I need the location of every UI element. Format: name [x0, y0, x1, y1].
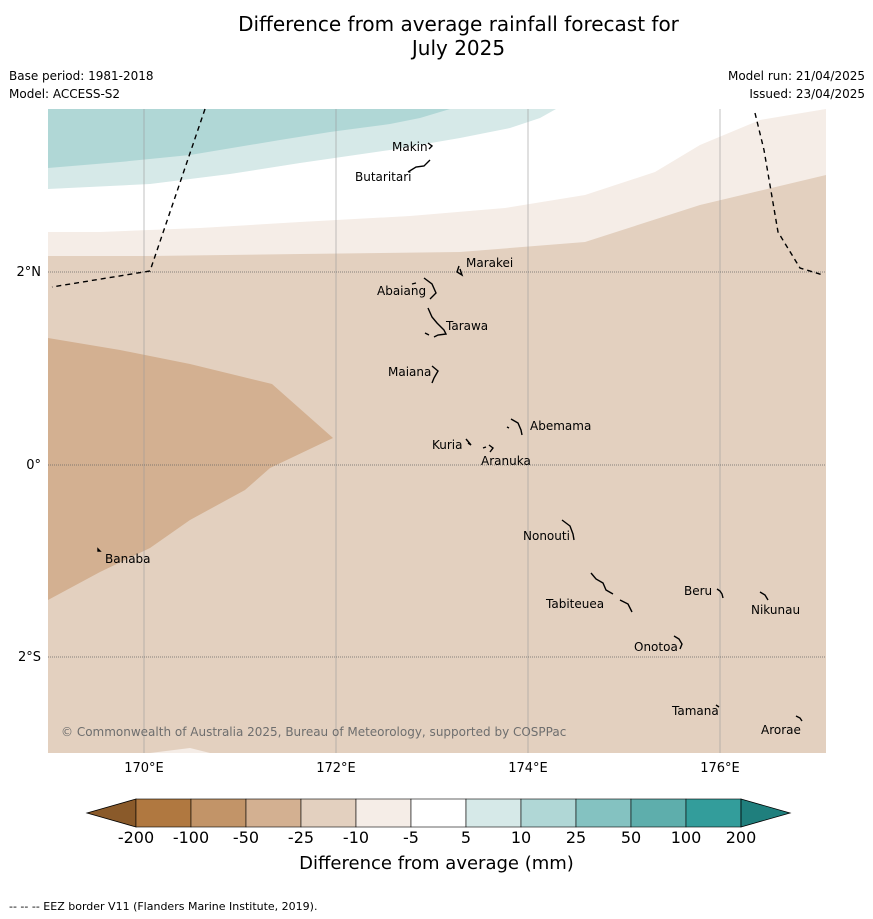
label-kuria: Kuria	[432, 438, 463, 452]
title-line-2: July 2025	[411, 36, 506, 60]
label-banaba: Banaba	[105, 552, 151, 566]
colorbar-tick-label: 10	[510, 828, 532, 847]
lat-tick-2n: 2°N	[17, 265, 42, 280]
field-minus-25-to-minus-50	[48, 338, 333, 600]
colorbar-segment	[355, 798, 412, 828]
lon-tick-172: 172°E	[316, 761, 356, 776]
lon-tick-174: 174°E	[508, 761, 548, 776]
colorbar-tick-label: -200	[117, 828, 155, 847]
label-maiana: Maiana	[388, 365, 431, 379]
colorbar-extend-low	[85, 798, 137, 828]
island-shape-arorae	[795, 715, 803, 722]
island-shape-beru	[716, 588, 724, 599]
lon-tick-170: 170°E	[124, 761, 164, 776]
colorbar-tick-label: 5	[460, 828, 472, 847]
model-run: Model run: 21/04/2025	[727, 69, 865, 83]
copyright-notice: © Commonwealth of Australia 2025, Bureau…	[61, 725, 566, 739]
colorbar-segment	[630, 798, 687, 828]
graticule	[143, 109, 721, 753]
colorbar-segment	[190, 798, 247, 828]
island-shape-maiana	[431, 365, 439, 384]
eez-border	[51, 108, 824, 288]
label-butaritari: Butaritari	[355, 170, 412, 184]
eez-border-east	[754, 112, 824, 276]
colorbar-segment	[575, 798, 632, 828]
lon-tick-176: 176°E	[700, 761, 740, 776]
meta-right: Model run: 21/04/2025 Issued: 23/04/2025	[728, 67, 865, 103]
label-makin: Makin	[392, 140, 428, 154]
colorbar-segment	[300, 798, 357, 828]
island-shape-onotoa	[673, 635, 683, 650]
model-name: Model: ACCESS-S2	[9, 87, 121, 101]
label-aranuka: Aranuka	[481, 454, 531, 468]
island-shape-nikunau	[759, 591, 769, 601]
base-period: Base period: 1981-2018	[9, 69, 154, 83]
label-nikunau: Nikunau	[751, 603, 800, 617]
label-arorae: Arorae	[761, 723, 801, 737]
label-tarawa: Tarawa	[445, 319, 488, 333]
label-marakei: Marakei	[466, 256, 513, 270]
island-shape-abemama	[506, 418, 523, 436]
colorbar	[85, 798, 792, 828]
island-shape-makin	[427, 142, 434, 150]
colorbar-tick-label: 25	[565, 828, 587, 847]
field-10-to-25	[48, 109, 450, 168]
lon-tick-labels: 170°E 172°E 174°E 176°E	[124, 761, 740, 776]
island-shape-abaiang	[411, 277, 437, 300]
island-shape-tamana	[715, 704, 720, 708]
island-shape-tabiteuea	[590, 572, 633, 613]
colorbar-segment	[465, 798, 522, 828]
island-shape-aranuka	[482, 444, 494, 453]
eez-border-west	[51, 108, 206, 288]
colorbar-segment	[410, 798, 467, 828]
lat-tick-2s: 2°S	[18, 650, 41, 665]
label-onotoa: Onotoa	[634, 640, 678, 654]
island-shape-kuria	[465, 438, 472, 446]
meta-left: Base period: 1981-2018 Model: ACCESS-S2	[9, 67, 154, 103]
island-shape-butaritari	[407, 159, 431, 173]
latitude-lines	[48, 271, 826, 658]
colorbar-tick-label: -10	[342, 828, 370, 847]
chart-title: Difference from average rainfall forecas…	[0, 12, 873, 60]
island-shape-banaba	[97, 547, 102, 552]
colorbar-segment	[520, 798, 577, 828]
colorbar-extend-high	[740, 798, 792, 828]
island-shape-marakei	[456, 265, 464, 277]
colorbar-segment	[685, 798, 742, 828]
colorbar-tick-label: -50	[232, 828, 260, 847]
lat-tick-0: 0°	[26, 458, 41, 473]
colorbar-tick-label: 100	[670, 828, 702, 847]
colorbar-tick-label: -5	[403, 828, 419, 847]
colorbar-tick-label: 200	[725, 828, 757, 847]
title-line-1: Difference from average rainfall forecas…	[238, 12, 679, 36]
label-nonouti: Nonouti	[523, 529, 570, 543]
lat-tick-labels: 2°N 0° 2°S	[17, 265, 42, 665]
label-tamana: Tamana	[671, 704, 719, 718]
rainfall-anomaly-fields	[48, 109, 826, 753]
island-labels: Makin Butaritari Marakei Abaiang Tarawa …	[105, 140, 801, 737]
colorbar-segment	[135, 798, 192, 828]
issued-date: Issued: 23/04/2025	[749, 87, 865, 101]
colorbar-tick-label: -25	[287, 828, 315, 847]
field-small-patch	[150, 748, 210, 753]
colorbar-title: Difference from average (mm)	[299, 853, 574, 874]
island-shape-nonouti	[561, 519, 575, 541]
island-shape-tarawa	[424, 307, 448, 338]
colorbar-segment	[245, 798, 302, 828]
footnote: -- -- -- EEZ border V11 (Flanders Marine…	[9, 900, 318, 913]
label-abemama: Abemama	[530, 419, 591, 433]
island-outlines	[97, 142, 803, 722]
colorbar-tick-label: 50	[620, 828, 642, 847]
label-tabiteuea: Tabiteuea	[545, 597, 604, 611]
colorbar-tick-label: -100	[172, 828, 210, 847]
label-beru: Beru	[684, 584, 712, 598]
label-abaiang: Abaiang	[377, 284, 426, 298]
